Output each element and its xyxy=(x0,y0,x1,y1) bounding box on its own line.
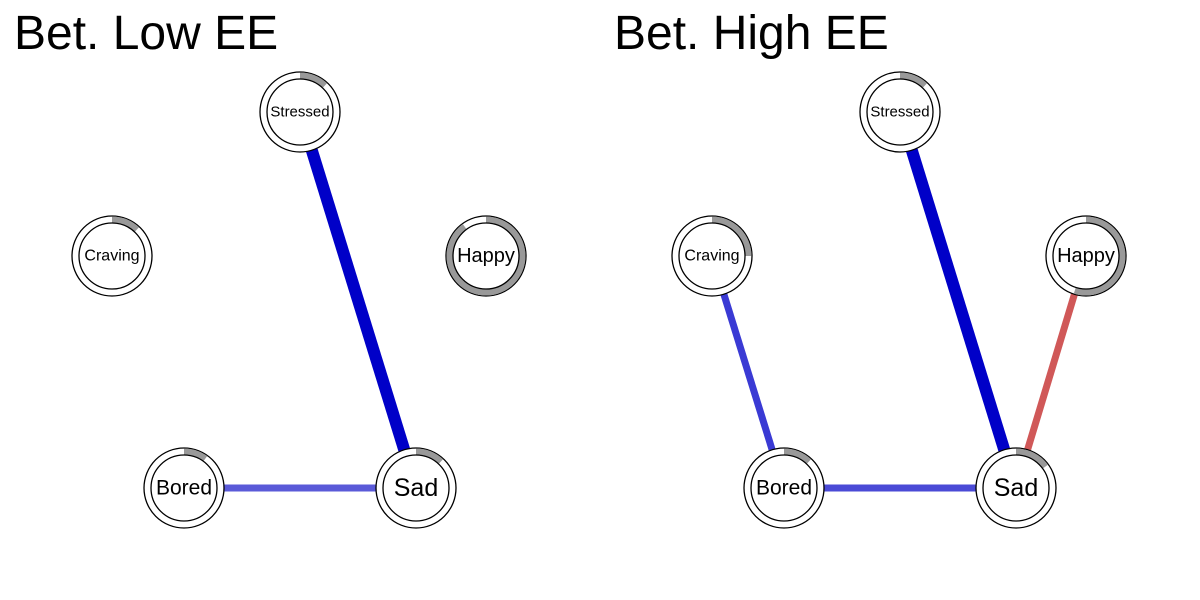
node-sad: Sad xyxy=(975,447,1057,529)
network-panel-0: Stressed Craving Happy Bored Sad xyxy=(71,71,527,529)
node-pie-arc xyxy=(1015,448,1048,469)
node-label-craving: Craving xyxy=(684,248,739,265)
node-label-stressed: Stressed xyxy=(870,104,929,121)
node-pie-arc xyxy=(183,448,208,461)
edge-craving-bored xyxy=(720,293,776,451)
node-bored: Bored xyxy=(743,447,825,529)
node-inner-circle xyxy=(452,222,520,290)
node-label-sad: Sad xyxy=(994,474,1038,502)
node-label-happy: Happy xyxy=(1057,245,1115,267)
node-pie-arc xyxy=(446,216,526,296)
node-label-craving: Craving xyxy=(84,248,139,265)
node-pie-arc xyxy=(415,448,444,464)
edge-happy-sad xyxy=(1024,293,1078,451)
node-inner-circle xyxy=(1052,222,1120,290)
node-inner-circle xyxy=(982,454,1050,522)
node-stressed: Stressed xyxy=(259,71,341,153)
node-craving: Craving xyxy=(671,215,753,297)
node-sad: Sad xyxy=(375,447,457,529)
node-pie-arc xyxy=(711,216,752,257)
node-inner-circle xyxy=(266,78,334,146)
node-inner-circle xyxy=(150,454,218,522)
node-inner-circle xyxy=(678,222,746,290)
node-label-happy: Happy xyxy=(457,245,515,267)
node-label-bored: Bored xyxy=(156,477,212,500)
node-happy: Happy xyxy=(1045,215,1127,297)
node-inner-circle xyxy=(382,454,450,522)
node-craving: Craving xyxy=(71,215,153,297)
node-pie-arc xyxy=(1073,216,1126,296)
node-label-stressed: Stressed xyxy=(270,104,329,121)
node-pie-arc xyxy=(899,72,928,88)
node-pie-arc xyxy=(111,216,140,232)
node-pie-arc xyxy=(783,448,812,464)
panel-title-low-ee: Bet. Low EE xyxy=(14,7,279,60)
node-happy: Happy xyxy=(445,215,527,297)
node-inner-circle xyxy=(866,78,934,146)
edge-stressed-sad xyxy=(906,148,1010,452)
node-inner-circle xyxy=(78,222,146,290)
node-stressed: Stressed xyxy=(859,71,941,153)
node-pie-arc xyxy=(299,72,328,88)
node-label-sad: Sad xyxy=(394,474,438,502)
panel-title-high-ee: Bet. High EE xyxy=(614,7,889,60)
edge-stressed-sad xyxy=(306,148,410,452)
node-label-bored: Bored xyxy=(756,477,812,500)
network-panel-1: Stressed Craving Happy Bored Sad xyxy=(671,71,1127,529)
node-bored: Bored xyxy=(143,447,225,529)
node-inner-circle xyxy=(750,454,818,522)
